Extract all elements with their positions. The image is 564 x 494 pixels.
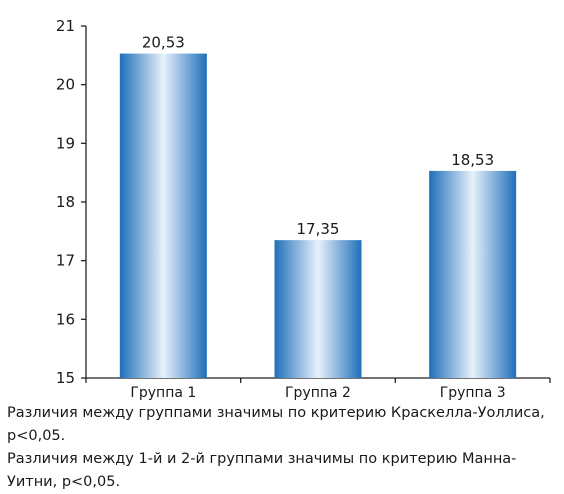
data-label: 18,53 (451, 151, 494, 169)
data-label: 17,35 (297, 220, 340, 238)
bar-1 (119, 53, 207, 378)
y-tick-label: 18 (56, 193, 75, 211)
chart-notes: Различия между группами значимы по крите… (7, 402, 557, 494)
y-tick-label: 16 (56, 310, 75, 328)
y-tick-label: 19 (56, 134, 75, 152)
category-label: Группа 3 (440, 385, 506, 400)
data-label: 20,53 (142, 34, 185, 52)
category-label: Группа 2 (285, 385, 351, 400)
note-kruskal-wallis: Различия между группами значимы по крите… (7, 405, 545, 444)
bar-3 (429, 170, 517, 378)
y-tick-label: 15 (56, 369, 75, 387)
y-tick-label: 21 (56, 17, 75, 35)
bar-2 (274, 240, 362, 378)
y-tick-label: 20 (56, 76, 75, 94)
category-label: Группа 1 (130, 385, 196, 400)
y-tick-label: 17 (56, 252, 75, 270)
bar-chart: 15 16 17 18 19 20 21 20,53 Группа 1 17,35 Группа … (56, 17, 551, 400)
note-mann-whitney: Различия между 1-й и 2-й группами значим… (7, 451, 517, 490)
